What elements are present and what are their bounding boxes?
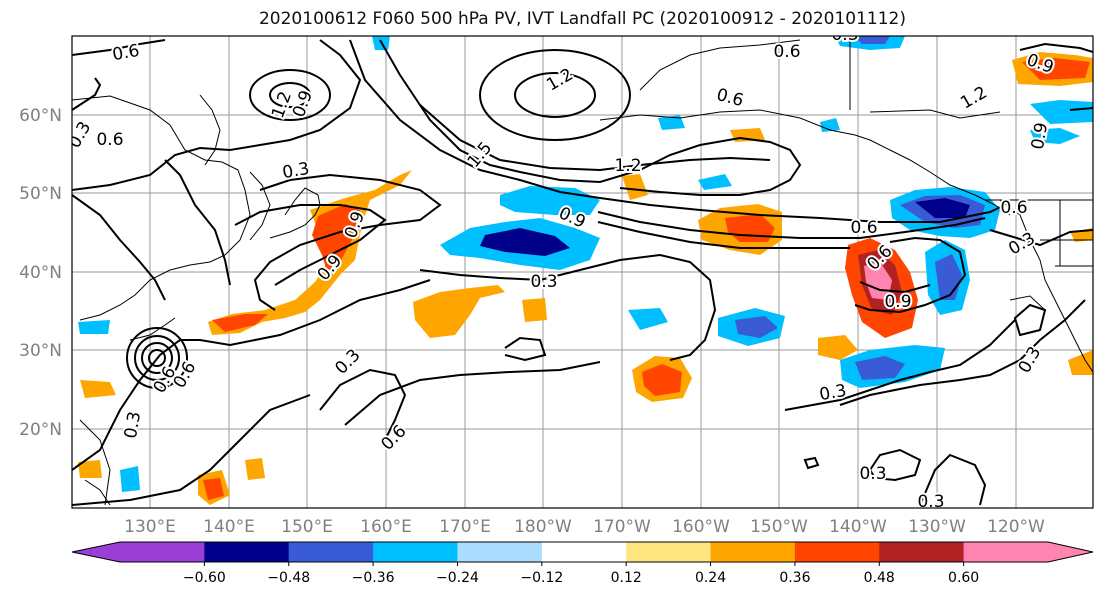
latitude-labels: 60°N 50°N 40°N 30°N 20°N [19,106,62,440]
contour-label: 0.3 [831,25,858,45]
positive-anomaly-small-2 [622,174,648,200]
negative-anomaly-small [628,308,668,330]
negative-anomaly-south [120,466,140,492]
latitude-label: 30°N [19,341,62,361]
colorbar-tick-labels: −0.60 −0.48 −0.36 −0.24 −0.12 0.12 0.24 0.36 0.4… [183,562,979,586]
contour-label: 0.6 [1000,198,1027,218]
negative-anomaly-ne [1030,100,1093,124]
coastlines [72,36,1093,506]
longitude-label: 120°W [987,517,1045,537]
colorbar-bin [457,542,543,562]
colorbar-tick-label: 0.48 [864,570,895,586]
negative-anomaly-ne-2 [1030,128,1080,144]
negative-anomaly-west [78,320,110,334]
colorbar-bin [204,542,290,562]
anomaly-core-south-japan [212,314,268,332]
negative-anomaly-small-3 [658,115,685,130]
contour-label: 1.2 [614,156,641,176]
gridlines [72,36,1093,508]
longitude-label: 150°W [750,517,808,537]
colorbar-tick-label: 0.12 [611,570,642,586]
contour-label: 0.3 [859,464,886,484]
longitude-label: 170°W [593,517,651,537]
colorbar-bin [710,542,796,562]
anomaly-core-south [203,478,224,500]
contour-label: 0.6 [96,130,123,150]
latitude-label: 20°N [19,420,62,440]
colorbar-outline [71,541,1094,563]
colorbar-bin [373,542,458,562]
anomaly-core-ne [1022,58,1090,80]
positive-anomaly-south-2 [245,458,265,480]
longitude-label: 160°W [672,517,730,537]
colorbar-tick-label: 0.36 [779,570,810,586]
longitude-label: 130°W [908,517,966,537]
negative-anomaly-core-160w [735,316,778,338]
positive-anomaly-mexico [1068,350,1093,375]
positive-anomaly-sw [78,460,102,478]
latitude-label: 40°N [19,263,62,283]
latitude-label: 60°N [19,106,62,126]
map-content: 0.61.20.90.3 0.61.20.3 1.50.60.90.61.20.90… [72,25,1093,512]
colorbar-tick-label: −0.36 [352,570,395,586]
longitude-labels: 130°E 140°E 150°E 160°E 170°E 180°W 170°W 160°W… [124,517,1045,537]
longitude-label: 140°E [203,517,255,537]
contour-label: 0.6 [773,42,800,62]
positive-anomaly-japan [208,170,412,335]
contour-label: 0.3 [917,492,944,512]
colorbar-bin [541,542,627,562]
longitude-label: 150°E [281,517,333,537]
colorbar-tick-label: 0.60 [948,570,979,586]
colorbar-bin [288,542,374,562]
colorbar-bin [963,542,1049,562]
longitude-label: 160°E [360,517,412,537]
positive-anomaly-145w [818,335,858,360]
contour-label: 0.6 [111,41,141,65]
colorbar-extend-min [72,542,120,562]
map-frame [71,35,1094,509]
negative-anomaly-small-2 [698,174,732,190]
pv-shading [78,36,1093,505]
longitude-label: 130°E [124,517,176,537]
pv-contours [72,39,1093,506]
longitude-label: 140°W [829,517,887,537]
negative-anomaly-core-30n [855,356,905,380]
negative-anomaly-core-central [480,228,570,256]
colorbar-bin [626,542,712,562]
colorbar-tick-label: −0.12 [520,570,563,586]
positive-anomaly-west [80,380,116,398]
colorbar-bin [120,542,205,562]
colorbar-tick-label: −0.24 [436,570,479,586]
contour-label: 0.3 [530,272,557,292]
positive-anomaly-small [522,298,547,322]
map-title: 2020100612 F060 500 hPa PV, IVT Landfall… [258,9,906,29]
negative-anomaly-top-core [855,36,890,44]
contour-label: 0.9 [884,292,911,312]
colorbar-tick-label: −0.48 [267,570,310,586]
colorbar-bin [879,542,965,562]
colorbar-tick-label: −0.60 [183,570,226,586]
longitude-label: 170°E [439,517,491,537]
anomaly-core-subtropical [642,364,682,396]
latitude-label: 50°N [19,184,62,204]
longitude-label: 180°W [514,517,572,537]
contour-label: 0.6 [850,218,877,238]
negative-anomaly-peak-coast [915,198,970,218]
positive-anomaly-170e [413,285,505,338]
colorbar [71,541,1094,563]
colorbar-bin [794,542,880,562]
colorbar-tick-label: 0.24 [695,570,726,586]
colorbar-extend-max [1048,542,1093,562]
